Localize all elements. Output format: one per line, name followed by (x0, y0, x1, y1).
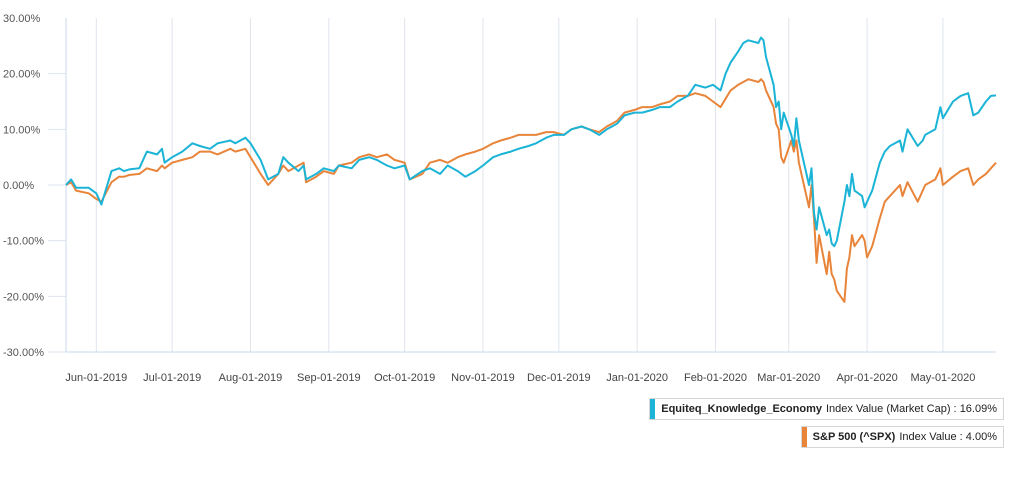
x-tick-label: Feb-01-2020 (684, 372, 747, 384)
legend-swatch-sp500 (801, 427, 807, 447)
x-tick-label: Jul-01-2019 (143, 372, 201, 384)
x-tick-label: Jan-01-2020 (606, 372, 668, 384)
legend-series-value: 16.09% (959, 403, 997, 415)
legend-series-name: S&P 500 (^SPX) (812, 431, 896, 443)
legend-series-value: 4.00% (965, 431, 997, 443)
legend-swatch-equiteq (650, 399, 656, 419)
y-tick-label: -20.00% (3, 291, 44, 303)
x-tick-label: Mar-01-2020 (757, 372, 820, 384)
x-tick-label: Apr-01-2020 (837, 372, 898, 384)
y-tick-label: 20.00% (3, 69, 41, 81)
y-tick-label: 10.00% (3, 124, 41, 136)
legend-series-name: Equiteq_Knowledge_Economy (661, 403, 822, 415)
series-lines (65, 36, 997, 303)
series-line-equiteq (65, 36, 997, 248)
x-tick-label: Jun-01-2019 (65, 372, 127, 384)
legend-entry-sp500: S&P 500 (^SPX) Index Value : 4.00% (800, 426, 1004, 448)
y-axis-tick-labels: 30.00% 20.00% 10.00% 0.00% -10.00% -20.00% -30… (3, 13, 44, 359)
x-tick-label: Aug-01-2019 (219, 372, 283, 384)
legend-series-suffix: Index Value (Market Cap) : (825, 403, 957, 415)
x-tick-label: Oct-01-2019 (374, 372, 435, 384)
y-tick-label: -10.00% (3, 236, 44, 248)
x-tick-label: Sep-01-2019 (297, 372, 361, 384)
y-tick-label: 0.00% (3, 180, 34, 192)
vertical-gridlines (48, 18, 944, 353)
line-chart: 30.00% 20.00% 10.00% 0.00% -10.00% -20.00% -30… (3, 13, 997, 384)
series-line-sp500 (65, 78, 997, 303)
x-tick-label: Nov-01-2019 (451, 372, 515, 384)
legend-entry-equiteq: Equiteq_Knowledge_Economy Index Value (M… (649, 398, 1004, 420)
x-tick-label: Dec-01-2019 (527, 372, 591, 384)
y-tick-label: 30.00% (3, 13, 41, 25)
x-tick-label: May-01-2020 (911, 372, 976, 384)
y-tick-label: -30.00% (3, 347, 44, 359)
legend-series-suffix: Index Value : (899, 431, 963, 443)
x-axis-tick-labels: Jun-01-2019 Jul-01-2019 Aug-01-2019 Sep-01-… (65, 372, 975, 384)
